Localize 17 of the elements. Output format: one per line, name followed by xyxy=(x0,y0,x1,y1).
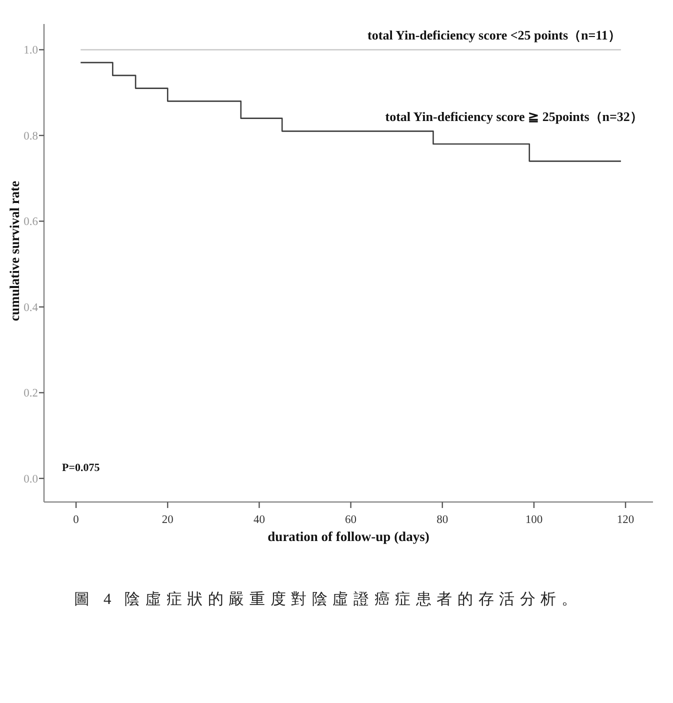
y-tick-label: 1.0 xyxy=(24,44,38,57)
y-axis-title: cumulative survival rate xyxy=(7,180,22,322)
x-tick-label: 40 xyxy=(253,514,265,526)
x-tick-label: 20 xyxy=(162,514,174,526)
x-axis-title: duration of follow-up (days) xyxy=(268,529,430,544)
y-tick-label: 0.2 xyxy=(24,388,38,400)
x-tick-label: 120 xyxy=(616,514,634,526)
y-tick-label: 0.8 xyxy=(24,130,38,142)
y-tick-label: 0.0 xyxy=(24,473,38,486)
x-tick-label: 60 xyxy=(345,514,357,526)
annotation: 圖 4 陰虛症狀的嚴重度對陰虛證癌症患者的存活分析。 xyxy=(74,591,582,608)
annotation: P=0.075 xyxy=(62,462,100,474)
x-tick-label: 100 xyxy=(525,514,543,526)
x-tick-label: 80 xyxy=(436,514,448,526)
y-tick-label: 0.4 xyxy=(24,302,38,314)
y-tick-label: 0.6 xyxy=(24,216,38,228)
x-tick-label: 0 xyxy=(73,514,79,526)
